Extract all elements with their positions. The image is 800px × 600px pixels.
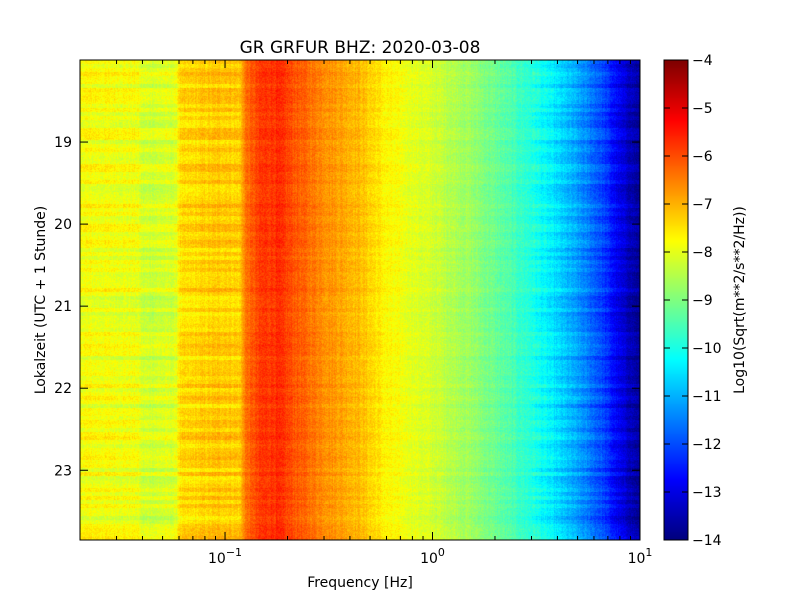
colorbar-tick-label: −10 (692, 341, 722, 357)
y-axis: 19 20 21 22 23 (54, 135, 640, 479)
colorbar-tick-label: −5 (692, 101, 713, 117)
heatmap-image (80, 60, 640, 540)
colorbar-tick-label: −11 (692, 389, 722, 405)
colorbar: −4 −5 −6 −7 −8 −9 −10 −11 −12 −13 −14 (663, 53, 722, 549)
x-axis-label: Frequency [Hz] (307, 575, 413, 591)
colorbar-label: Log10(Sqrt(m**2/s**2/Hz)) (732, 206, 748, 394)
x-tick-label: 101 (628, 546, 653, 567)
x-tick-label: 10−1 (208, 546, 242, 567)
y-tick-label: 22 (54, 381, 72, 397)
colorbar-tick-label: −4 (692, 53, 713, 69)
y-axis-label: Lokalzeit (UTC + 1 Stunde) (33, 206, 49, 395)
colorbar-tick-label: −14 (692, 533, 722, 549)
heatmap-plot (79, 59, 641, 541)
x-axis: 10−1 100 101 (79, 60, 653, 567)
y-tick-label: 20 (54, 217, 72, 233)
colorbar-tick-label: −6 (692, 149, 713, 165)
chart-title: GR GRFUR BHZ: 2020-03-08 (240, 38, 481, 58)
colorbar-tick-label: −12 (692, 437, 722, 453)
y-tick-label: 23 (54, 463, 72, 479)
colorbar-tick-label: −13 (692, 485, 722, 501)
y-tick-label: 21 (54, 299, 72, 315)
x-tick-label: 100 (420, 546, 445, 567)
colorbar-tick-label: −8 (692, 245, 713, 261)
plot-frame (79, 59, 641, 541)
colorbar-tick-label: −7 (692, 197, 713, 213)
y-tick-label: 19 (54, 135, 72, 151)
colorbar-tick-label: −9 (692, 293, 713, 309)
